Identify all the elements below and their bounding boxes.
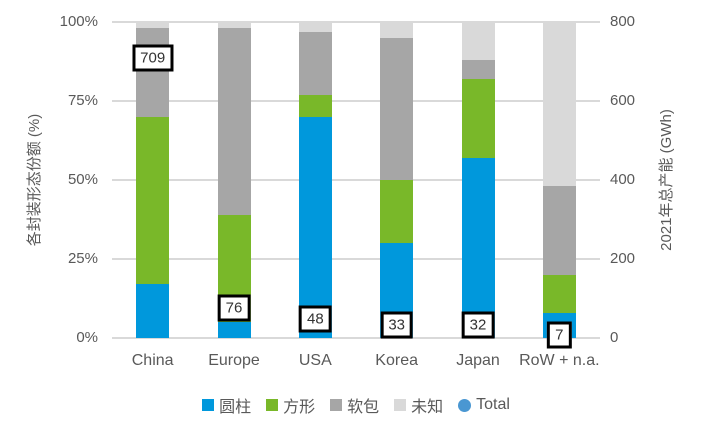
left-axis-tick-25%: 25%	[67, 250, 98, 267]
legend-item-pouch: 软包	[330, 393, 379, 417]
category-label-usa: USA	[298, 352, 332, 369]
bar-japan	[461, 22, 495, 338]
left-axis-tick-50%: 50%	[67, 171, 98, 188]
legend-label-unknown: 未知	[411, 399, 444, 416]
bar-segment-row-na-prismatic	[542, 274, 576, 313]
legend-item-total: Total	[458, 396, 510, 414]
left-axis-tick-100%: 100%	[59, 13, 98, 30]
gridline-75%	[112, 100, 600, 102]
bar-segment-usa-cylinder	[298, 116, 332, 338]
legend-swatch-prismatic	[266, 399, 279, 411]
gridline-0%	[112, 337, 600, 339]
bar-segment-china-unknown	[136, 22, 170, 29]
legend: 圆柱 方形 软包 未知 Total	[92, 393, 620, 417]
bar-segment-japan-prismatic	[461, 78, 495, 158]
bar-segment-japan-pouch	[461, 59, 495, 79]
legend-label-cylinder: 圆柱	[219, 399, 252, 416]
category-label-korea: Korea	[375, 352, 418, 369]
bar-segment-europe-unknown	[217, 22, 251, 29]
total-label-usa: 48	[298, 305, 332, 333]
total-label-japan: 32	[461, 311, 495, 339]
gridline-100%	[112, 21, 600, 23]
legend-item-cylinder: 圆柱	[202, 393, 251, 417]
left-axis-tick-75%: 75%	[67, 92, 98, 109]
bar-segment-china-cylinder	[136, 284, 170, 338]
bar-segment-usa-prismatic	[298, 94, 332, 117]
bar-segment-china-pouch	[136, 28, 170, 117]
bar-row-na	[542, 22, 576, 338]
bar-usa	[298, 22, 332, 338]
plot-area: 709 76 48 33 32 7	[112, 21, 600, 349]
bar-segment-usa-unknown	[298, 22, 332, 32]
gridline-50%	[112, 179, 600, 181]
left-axis-tick-0%: 0%	[76, 329, 98, 346]
total-label-row-na: 7	[547, 321, 572, 349]
bar-segment-row-na-pouch	[542, 186, 576, 275]
legend-label-pouch: 软包	[347, 399, 380, 416]
legend-item-unknown: 未知	[394, 393, 443, 417]
bar-segment-korea-pouch	[380, 37, 414, 181]
legend-swatch-total	[458, 398, 472, 412]
bar-segment-europe-pouch	[217, 28, 251, 215]
total-label-korea: 33	[380, 311, 413, 339]
legend-label-prismatic: 方形	[283, 399, 316, 416]
legend-swatch-pouch	[330, 399, 343, 411]
total-label-china: 709	[132, 44, 174, 72]
right-axis-tick-800: 800	[610, 13, 636, 30]
bar-segment-japan-unknown	[461, 22, 495, 60]
category-label-europe: Europe	[208, 352, 260, 369]
category-label-china: China	[131, 352, 174, 369]
total-label-europe: 76	[217, 294, 251, 322]
bar-segment-usa-pouch	[298, 31, 332, 95]
legend-item-prismatic: 方形	[266, 393, 315, 417]
right-axis-tick-200: 200	[610, 250, 636, 267]
category-label-row-na: RoW + n.a.	[519, 352, 600, 369]
legend-label-total: Total	[476, 396, 510, 413]
gridline-25%	[112, 258, 600, 260]
category-label-japan: Japan	[456, 352, 500, 369]
right-axis-tick-400: 400	[610, 171, 636, 188]
right-axis-tick-600: 600	[610, 92, 636, 109]
bar-segment-korea-unknown	[380, 22, 414, 38]
bar-segment-europe-cylinder	[217, 322, 251, 338]
bar-segment-china-prismatic	[136, 116, 170, 285]
legend-swatch-unknown	[394, 399, 407, 411]
bar-segment-japan-cylinder	[461, 157, 495, 338]
bar-segment-korea-prismatic	[380, 180, 414, 244]
bar-segment-row-na-unknown	[542, 22, 576, 187]
legend-swatch-cylinder	[202, 399, 215, 411]
bar-europe	[217, 22, 251, 338]
bar-china	[136, 22, 170, 338]
bar-korea	[380, 22, 414, 338]
right-axis-tick-0: 0	[610, 329, 619, 346]
